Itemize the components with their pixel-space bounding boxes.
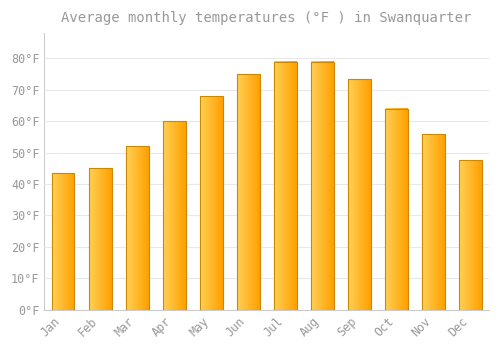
Bar: [422, 134, 445, 310]
Bar: [236, 74, 260, 310]
Bar: [311, 62, 334, 310]
Title: Average monthly temperatures (°F ) in Swanquarter: Average monthly temperatures (°F ) in Sw…: [62, 11, 472, 25]
Bar: [126, 146, 148, 310]
Bar: [200, 96, 222, 310]
Bar: [88, 168, 112, 310]
Bar: [274, 62, 296, 310]
Bar: [385, 108, 408, 310]
Bar: [348, 79, 370, 310]
Bar: [52, 173, 74, 310]
Bar: [162, 121, 186, 310]
Bar: [459, 160, 482, 310]
